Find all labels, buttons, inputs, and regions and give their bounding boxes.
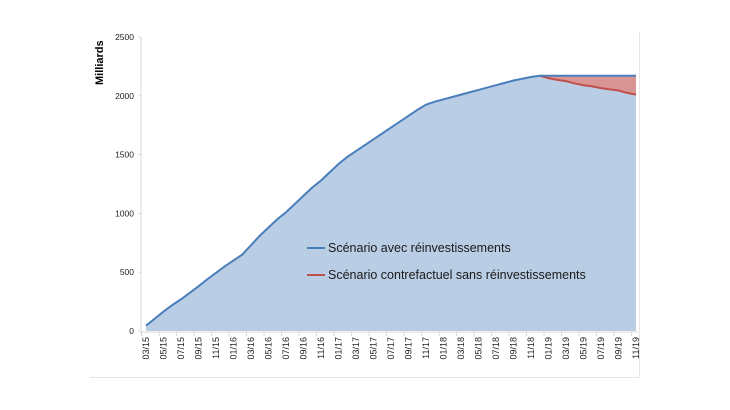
reinvestment-line [145, 74, 636, 327]
x-tick-label: 07/19 [596, 337, 606, 360]
x-tick-label: 01/19 [544, 337, 554, 360]
legend-item-counterfactual: Scénario contrefactuel sans réinvestisse… [307, 265, 586, 285]
legend: Scénario avec réinvestissements Scénario… [307, 238, 586, 292]
y-tick-label: 500 [120, 267, 134, 277]
x-tick-label: 09/18 [509, 337, 519, 360]
x-tick-label: 05/15 [159, 337, 169, 360]
x-tick-label: 09/15 [194, 337, 204, 360]
legend-item-with-reinvestment: Scénario avec réinvestissements [307, 238, 586, 258]
counterfactual-line [539, 74, 637, 96]
legend-label: Scénario avec réinvestissements [328, 241, 511, 255]
x-tick-label: 09/17 [404, 337, 414, 360]
x-tick-label: 01/18 [439, 337, 449, 360]
x-tick-label: 11/15 [211, 337, 221, 359]
x-tick-label: 05/16 [264, 337, 274, 360]
x-tick-label: 03/16 [246, 337, 256, 360]
x-tick-label: 11/17 [421, 337, 431, 359]
y-axis-label: Milliards [94, 40, 106, 85]
frame-border-right [639, 32, 640, 378]
x-tick-label: 05/17 [369, 337, 379, 360]
x-tick-label: 01/17 [334, 337, 344, 360]
y-tick-label: 1000 [115, 208, 134, 218]
x-tick-label: 05/18 [474, 337, 484, 360]
legend-swatch-blue-icon [307, 247, 325, 249]
x-tick-label: 09/19 [614, 337, 624, 360]
x-tick-label: 03/15 [141, 337, 151, 360]
y-tick-label: 0 [129, 326, 134, 336]
x-tick-label: 07/16 [281, 337, 291, 360]
x-tick-label: 07/15 [176, 337, 186, 360]
x-tick-label: 03/17 [351, 337, 361, 360]
x-tick-label: 05/19 [579, 337, 589, 360]
x-tick-label: 11/16 [316, 337, 326, 359]
x-tick-label: 03/19 [561, 337, 571, 360]
x-tick-label: 07/18 [491, 337, 501, 360]
x-tick-label: 01/16 [229, 337, 239, 360]
x-tick-label: 11/18 [526, 337, 536, 359]
x-tick-label: 11/19 [631, 337, 641, 359]
reinvestment-area [146, 75, 636, 331]
frame-border-bottom [90, 377, 640, 378]
x-tick-label: 07/17 [386, 337, 396, 360]
x-tick-label: 09/16 [299, 337, 309, 360]
legend-label: Scénario contrefactuel sans réinvestisse… [328, 268, 586, 282]
y-tick-label: 2000 [115, 91, 134, 101]
y-tick-label: 2500 [115, 32, 134, 42]
y-tick-label: 1500 [115, 150, 134, 160]
x-tick-label: 03/18 [456, 337, 466, 360]
legend-swatch-red-icon [307, 274, 325, 276]
